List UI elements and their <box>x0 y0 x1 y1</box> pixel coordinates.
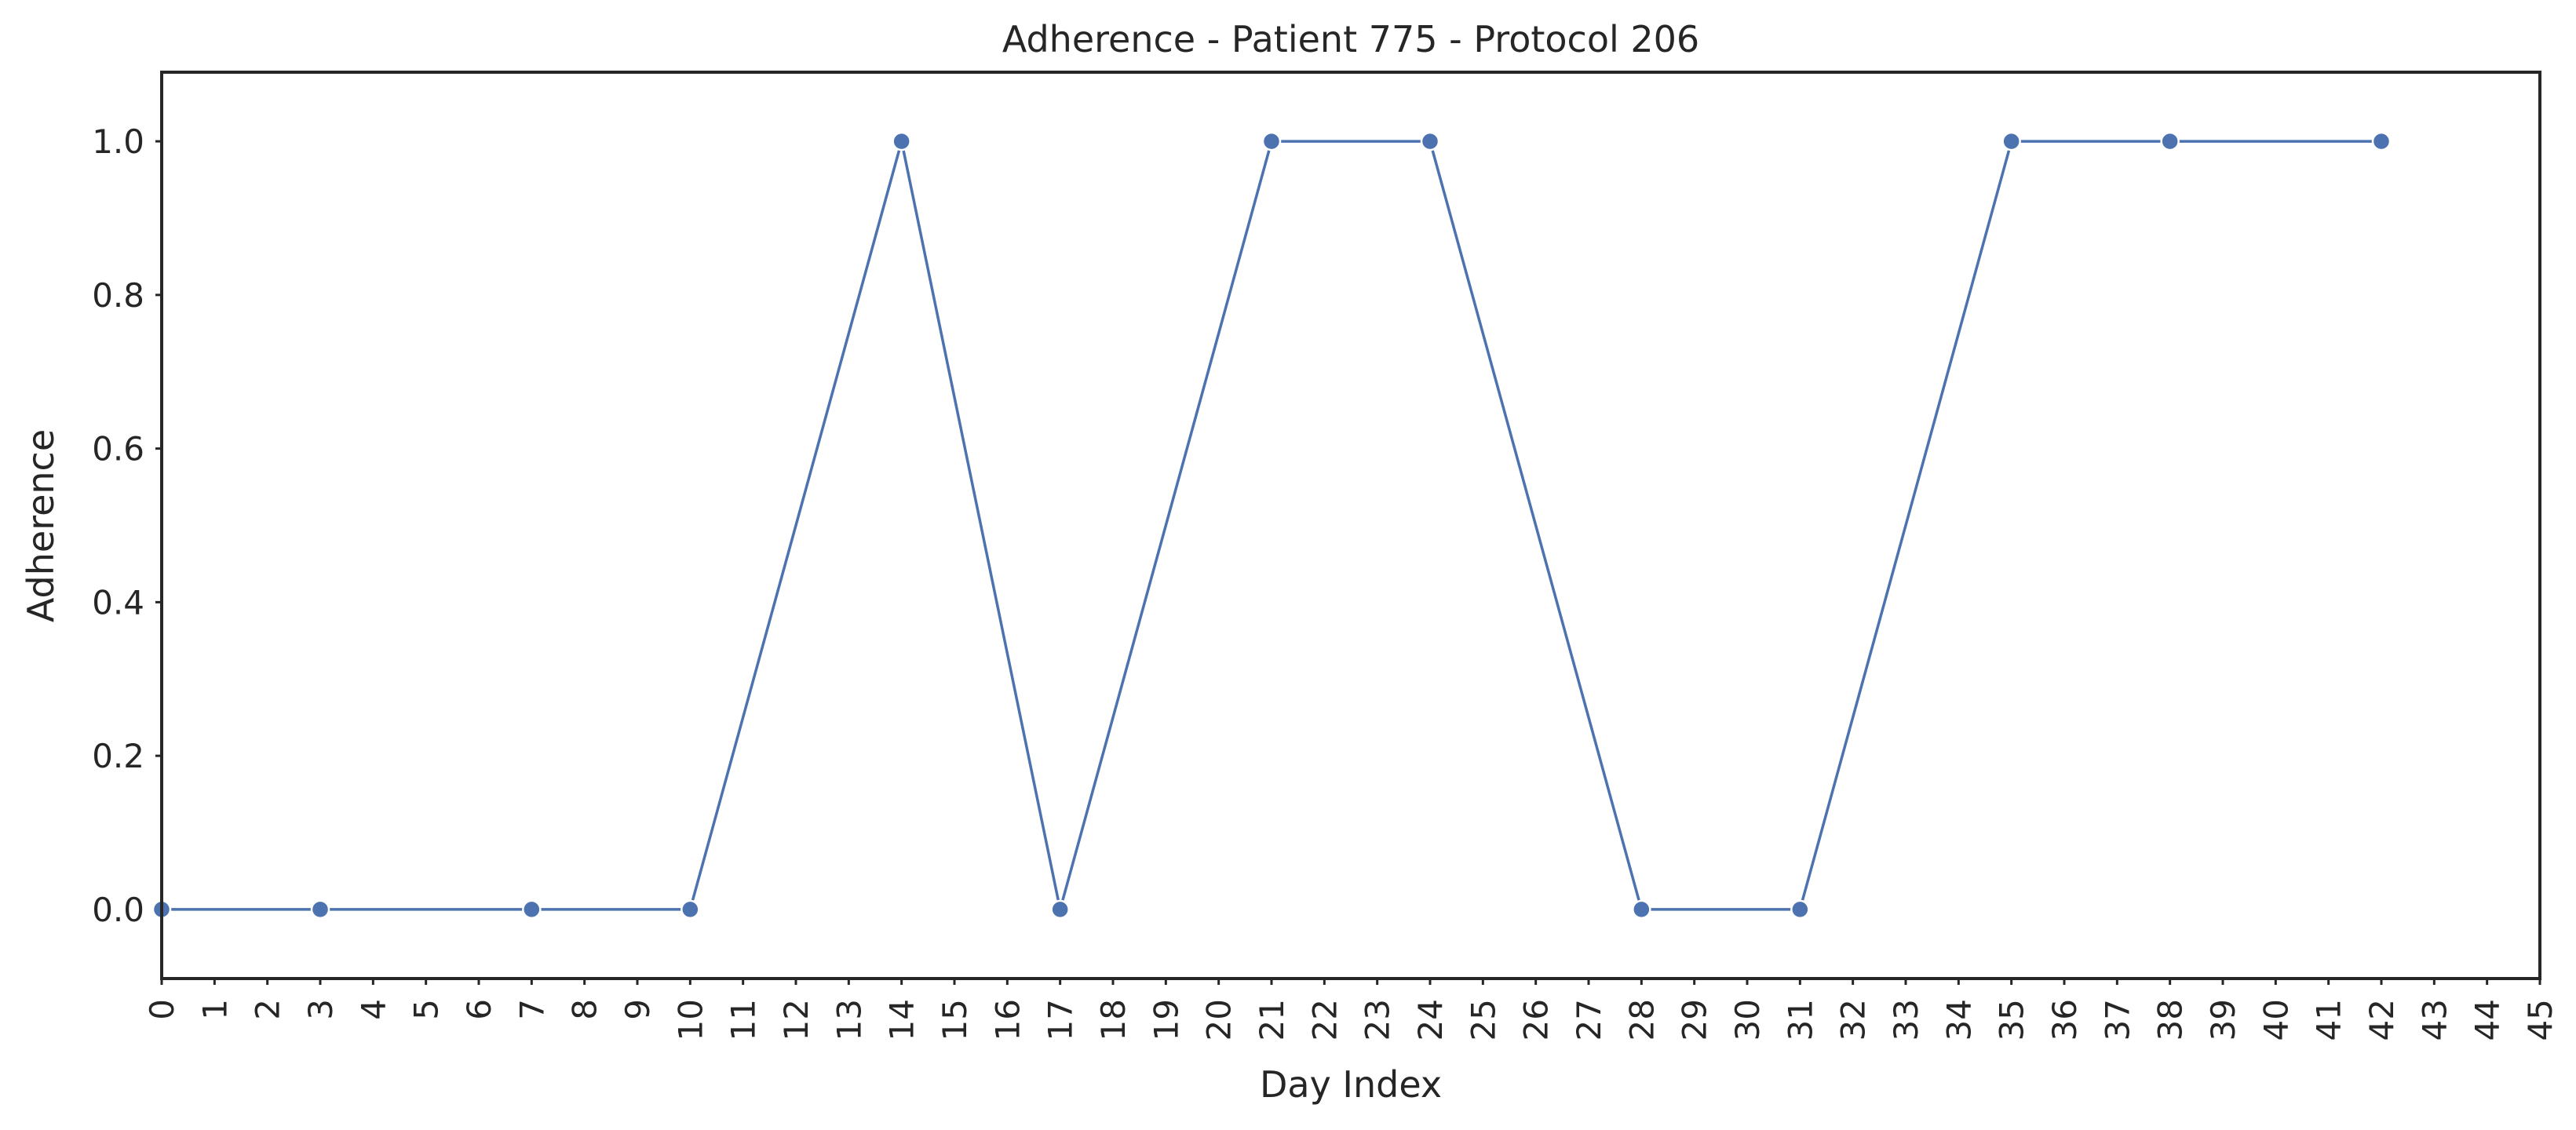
x-tick-label: 35 <box>1993 999 2031 1041</box>
data-point <box>1050 899 1070 920</box>
x-tick-label: 10 <box>671 999 710 1041</box>
data-point <box>2001 131 2021 151</box>
x-tick-label: 7 <box>513 999 551 1020</box>
y-axis-ticks: 0.0 0.2 0.4 0.6 0.8 1.0 <box>92 122 162 929</box>
x-tick-label: 12 <box>777 999 815 1041</box>
x-tick-label: 2 <box>249 999 287 1020</box>
x-tick-label: 30 <box>1728 999 1767 1041</box>
x-tick-label: 1 <box>195 999 234 1020</box>
x-tick-label: 22 <box>1305 999 1344 1041</box>
x-tick-label: 26 <box>1517 999 1556 1041</box>
y-tick-label: 0.0 <box>92 891 144 929</box>
x-tick-label: 24 <box>1411 999 1450 1041</box>
data-point <box>892 131 911 151</box>
y-tick-label: 0.2 <box>92 737 144 775</box>
x-tick-label: 13 <box>830 999 868 1041</box>
x-tick-label: 18 <box>1094 999 1133 1041</box>
x-tick-label: 9 <box>618 999 657 1020</box>
x-tick-label: 23 <box>1359 999 1397 1041</box>
y-tick-label: 1.0 <box>92 122 144 161</box>
chart-title: Adherence - Patient 775 - Protocol 206 <box>1002 18 1699 60</box>
x-tick-label: 29 <box>1676 999 1714 1041</box>
x-tick-label: 34 <box>1939 999 1978 1041</box>
plot-frame <box>160 71 2541 980</box>
data-point <box>2160 131 2180 151</box>
x-tick-label: 37 <box>2098 999 2136 1041</box>
y-tick-label: 0.4 <box>92 583 144 622</box>
x-tick-label: 25 <box>1464 999 1502 1041</box>
x-tick-label: 14 <box>883 999 921 1041</box>
x-tick-label: 43 <box>2415 999 2454 1041</box>
x-tick-label: 41 <box>2310 999 2348 1041</box>
y-tick-label: 0.8 <box>92 276 144 315</box>
x-tick-label: 11 <box>724 999 763 1041</box>
plot-area <box>151 131 2392 920</box>
y-axis-label: Adherence <box>20 429 62 622</box>
x-tick-label: 31 <box>1781 999 1819 1041</box>
data-point <box>1261 131 1282 151</box>
x-tick-label: 4 <box>354 999 392 1020</box>
x-tick-label: 21 <box>1253 999 1291 1041</box>
data-point <box>680 899 700 920</box>
x-tick-label: 6 <box>460 999 498 1020</box>
data-point <box>310 899 330 920</box>
x-tick-label: 20 <box>1200 999 1239 1041</box>
x-tick-label: 15 <box>936 999 974 1041</box>
x-tick-label: 44 <box>2468 999 2507 1041</box>
x-axis-ticks: 0 1 2 3 4 5 6 7 8 9 10 11 12 13 14 15 16 17 18 19 20 21 22 23 24… <box>143 979 2560 1041</box>
x-tick-label: 28 <box>1622 999 1661 1041</box>
x-tick-label: 40 <box>2257 999 2295 1041</box>
x-tick-label: 38 <box>2151 999 2190 1041</box>
x-tick-label: 45 <box>2521 999 2560 1041</box>
data-point <box>1420 131 1440 151</box>
x-tick-label: 5 <box>407 999 446 1020</box>
data-point <box>1632 899 1651 920</box>
x-tick-label: 32 <box>1834 999 1873 1041</box>
x-tick-label: 16 <box>988 999 1027 1041</box>
x-tick-label: 27 <box>1570 999 1608 1041</box>
x-tick-label: 3 <box>301 999 340 1020</box>
x-tick-label: 36 <box>2045 999 2084 1041</box>
data-point <box>1790 899 1810 920</box>
x-tick-label: 19 <box>1147 999 1185 1041</box>
y-tick-label: 0.6 <box>92 430 144 468</box>
x-tick-label: 17 <box>1042 999 1080 1041</box>
x-tick-label: 42 <box>2363 999 2401 1041</box>
x-axis-label: Day Index <box>1260 1063 1442 1106</box>
x-tick-label: 33 <box>1887 999 1925 1041</box>
data-point <box>522 899 542 920</box>
x-tick-label: 0 <box>143 999 181 1020</box>
data-point <box>2371 131 2392 151</box>
x-tick-label: 39 <box>2204 999 2242 1041</box>
x-tick-label: 8 <box>566 999 604 1020</box>
